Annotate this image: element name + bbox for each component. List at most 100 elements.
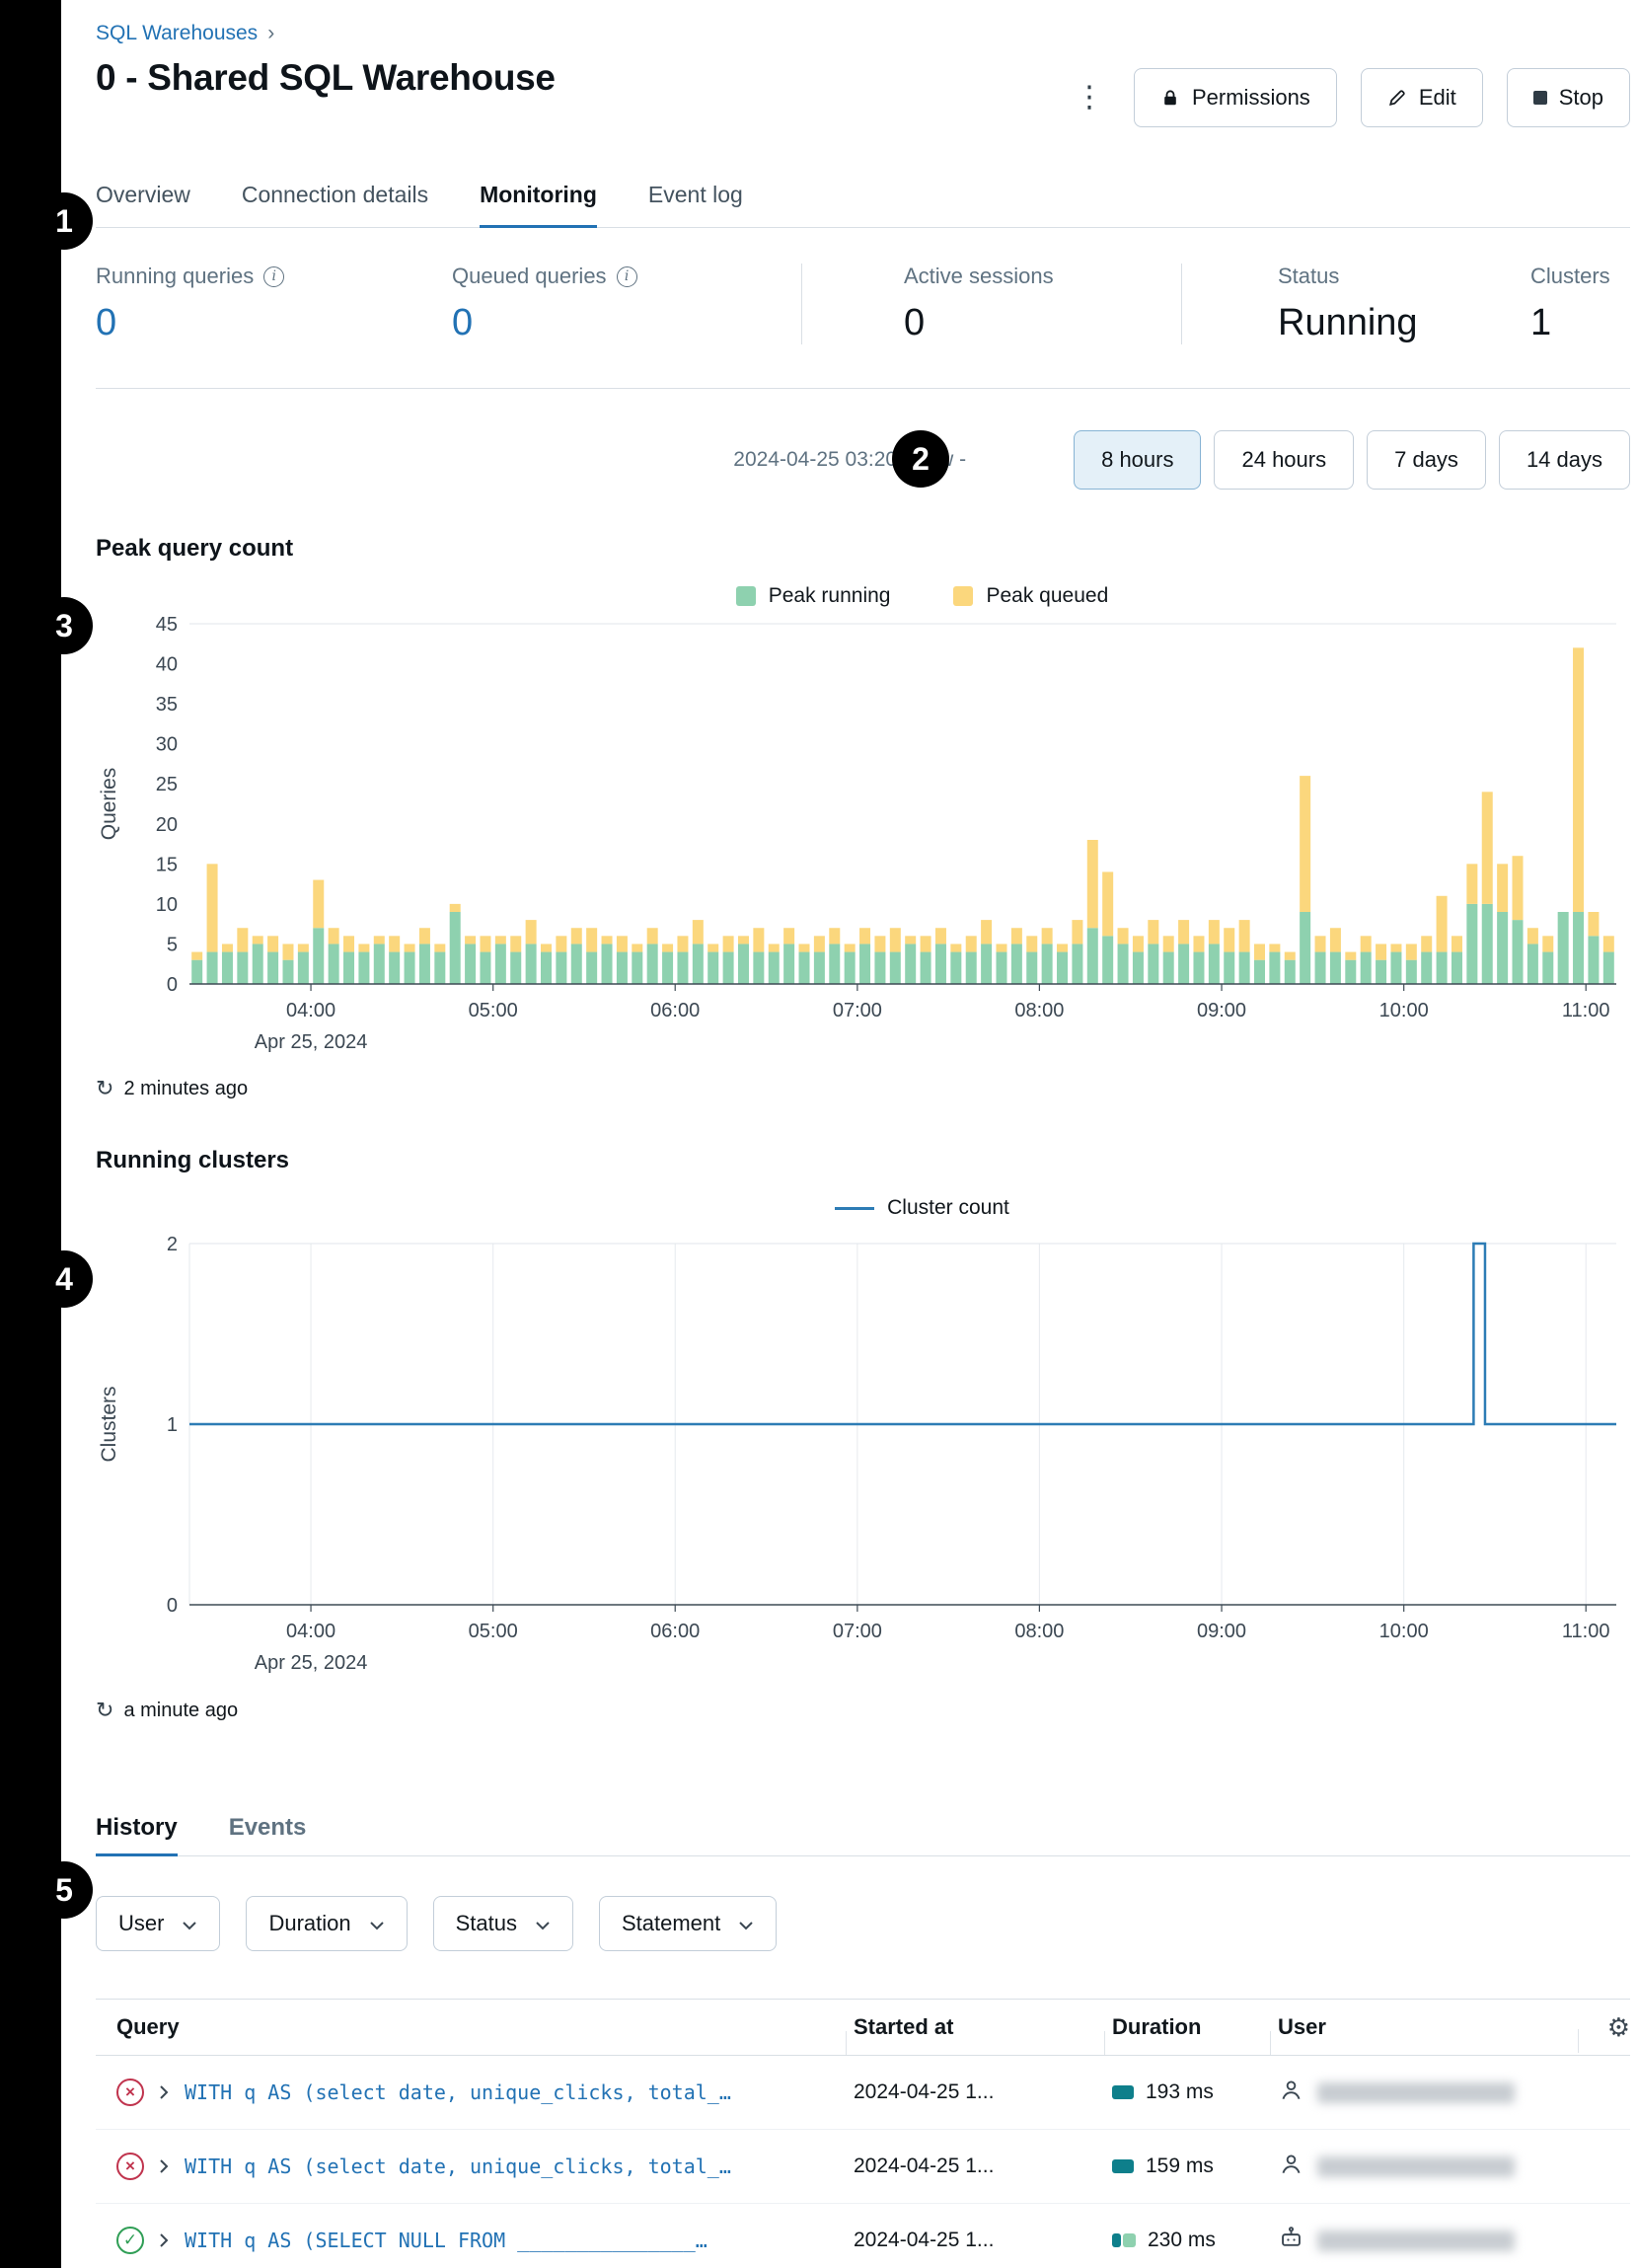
info-icon[interactable]: i — [616, 265, 637, 287]
column-header-started-at[interactable]: Started at — [846, 2014, 1112, 2055]
svg-text:40: 40 — [156, 654, 178, 676]
stat-label: Queued queries i — [452, 264, 801, 289]
redacted-user-name — [1317, 2230, 1515, 2251]
history-tab-history[interactable]: History — [96, 1814, 178, 1856]
permissions-button[interactable]: Permissions — [1134, 68, 1337, 127]
svg-text:Apr 25, 2024: Apr 25, 2024 — [255, 1031, 368, 1053]
filter-duration-dropdown[interactable]: Duration — [246, 1896, 408, 1951]
table-row[interactable]: ✓ WITH q AS (SELECT NULL FROM ___________… — [96, 2204, 1630, 2268]
peak-query-chart: 0 5 10 15 20 25 30 35 40 45 04:00 05:00 06:00 07:00 08… — [98, 614, 1616, 1053]
refresh-icon[interactable]: ↻ — [96, 1698, 114, 1722]
info-icon[interactable]: i — [263, 265, 285, 287]
svg-text:2: 2 — [167, 1234, 178, 1255]
tab-overview[interactable]: Overview — [96, 182, 190, 207]
started-at-cell: 2024-04-25 1... — [854, 2080, 995, 2103]
svg-text:09:00: 09:00 — [1197, 1000, 1246, 1021]
filter-statement-dropdown[interactable]: Statement — [598, 1896, 778, 1951]
time-range-button-8-hours[interactable]: 8 hours — [1074, 430, 1202, 490]
column-header-query[interactable]: Query — [116, 2014, 180, 2039]
annotation-sidebar — [0, 0, 61, 2268]
stat-queued-queries: Queued queries i 0 — [452, 264, 801, 344]
breadcrumb-chevron-icon: › — [267, 22, 275, 44]
duration-cell: 193 ms — [1112, 2080, 1278, 2104]
page-title: 0 - Shared SQL Warehouse — [96, 57, 556, 98]
time-range-button-7-days[interactable]: 7 days — [1367, 430, 1486, 490]
column-header-user[interactable]: User — [1270, 2014, 1586, 2055]
cluster-count-line-swatch-icon — [835, 1206, 875, 1210]
annotation-badge-1: 1 — [36, 192, 93, 250]
filter-user-dropdown[interactable]: User — [96, 1896, 221, 1951]
stop-button[interactable]: Stop — [1506, 68, 1630, 127]
annotation-badge-3: 3 — [36, 597, 93, 654]
legend-label: Cluster count — [887, 1196, 1009, 1219]
svg-text:20: 20 — [156, 814, 178, 836]
query-link[interactable]: WITH q AS (select date, unique_clicks, t… — [185, 2155, 731, 2178]
filter-label: Statement — [621, 1911, 721, 1935]
stat-label: Running queries i — [96, 264, 452, 289]
svg-text:45: 45 — [156, 614, 178, 636]
stat-value-active-sessions: 0 — [904, 302, 926, 343]
expand-chevron-icon[interactable] — [158, 2157, 170, 2175]
query-filters: User Duration Status Statement — [96, 1896, 1630, 1951]
tab-connection-details[interactable]: Connection details — [241, 182, 429, 207]
legend-item-cluster-count: Cluster count — [835, 1196, 1009, 1220]
section-divider — [96, 388, 1630, 389]
stat-divider — [1181, 264, 1182, 344]
legend-label: Peak queued — [986, 584, 1109, 607]
svg-text:10: 10 — [156, 894, 178, 916]
started-at-cell: 2024-04-25 1... — [854, 2229, 995, 2251]
filter-status-dropdown[interactable]: Status — [432, 1896, 573, 1951]
duration-cell: 230 ms — [1112, 2229, 1278, 2252]
edit-button[interactable]: Edit — [1360, 68, 1483, 127]
query-link[interactable]: WITH q AS (select date, unique_clicks, t… — [185, 2080, 731, 2104]
table-row[interactable]: × WITH q AS (select date, unique_clicks, … — [96, 2130, 1630, 2204]
history-tab-events[interactable]: Events — [228, 1814, 307, 1841]
stop-icon — [1532, 91, 1547, 105]
user-cell — [1278, 2151, 1586, 2183]
peak-queued-swatch-icon — [953, 586, 974, 606]
legend-item-peak-queued: Peak queued — [953, 584, 1108, 608]
stat-value-queued-queries: 0 — [452, 302, 474, 343]
expand-chevron-icon[interactable] — [158, 2231, 170, 2249]
duration-bar-icon — [1112, 2085, 1134, 2099]
refresh-icon[interactable]: ↻ — [96, 1076, 114, 1100]
table-row[interactable]: × WITH q AS (select date, unique_clicks, … — [96, 2056, 1630, 2130]
table-settings-gear-icon[interactable]: ⚙ — [1606, 2011, 1630, 2042]
duration-value: 159 ms — [1146, 2155, 1214, 2177]
query-link[interactable]: WITH q AS (SELECT NULL FROM ____________… — [185, 2229, 707, 2252]
expand-chevron-icon[interactable] — [158, 2083, 170, 2101]
running-clusters-title: Running clusters — [96, 1147, 290, 1173]
error-status-icon: × — [116, 2153, 144, 2180]
svg-text:Queries: Queries — [98, 768, 120, 841]
time-range-button-14-days[interactable]: 14 days — [1498, 430, 1630, 490]
stat-value-status: Running — [1278, 302, 1418, 343]
started-at-cell: 2024-04-25 1... — [854, 2155, 995, 2177]
stat-status: Status Running — [1182, 264, 1530, 344]
duration-bar-icon — [1112, 2233, 1121, 2247]
redacted-user-name — [1317, 2155, 1515, 2177]
kebab-menu-icon[interactable]: ⋮ — [1075, 81, 1104, 113]
filter-label: Duration — [268, 1911, 351, 1935]
column-header-settings: ⚙ — [1578, 2011, 1630, 2053]
svg-text:30: 30 — [156, 734, 178, 756]
column-header-duration[interactable]: Duration — [1104, 2014, 1278, 2055]
time-range-buttons: 8 hours 24 hours 7 days 14 days — [1074, 430, 1630, 490]
svg-text:04:00: 04:00 — [286, 1000, 335, 1021]
stat-value-running-queries: 0 — [96, 302, 117, 343]
stop-label: Stop — [1558, 85, 1603, 110]
stat-active-sessions: Active sessions 0 — [802, 264, 1181, 344]
stat-divider — [801, 264, 802, 344]
running-clusters-chart: 0 1 2 04:00 05:00 06:00 07:00 08:00 09:00 10:00 11… — [98, 1234, 1616, 1674]
time-range-button-24-hours[interactable]: 24 hours — [1214, 430, 1355, 490]
user-cell — [1278, 2077, 1586, 2109]
stats-row: Running queries i 0 Queued queries i 0 Active … — [96, 264, 1630, 344]
svg-text:07:00: 07:00 — [833, 1621, 882, 1642]
duration-bar-icon — [1112, 2233, 1136, 2247]
breadcrumb-link[interactable]: SQL Warehouses — [96, 22, 259, 44]
svg-text:10:00: 10:00 — [1379, 1000, 1429, 1021]
tab-monitoring[interactable]: Monitoring — [480, 182, 597, 228]
tab-event-log[interactable]: Event log — [647, 182, 743, 207]
svg-text:35: 35 — [156, 694, 178, 716]
svg-text:Clusters: Clusters — [98, 1386, 120, 1462]
svg-text:05:00: 05:00 — [469, 1000, 518, 1021]
